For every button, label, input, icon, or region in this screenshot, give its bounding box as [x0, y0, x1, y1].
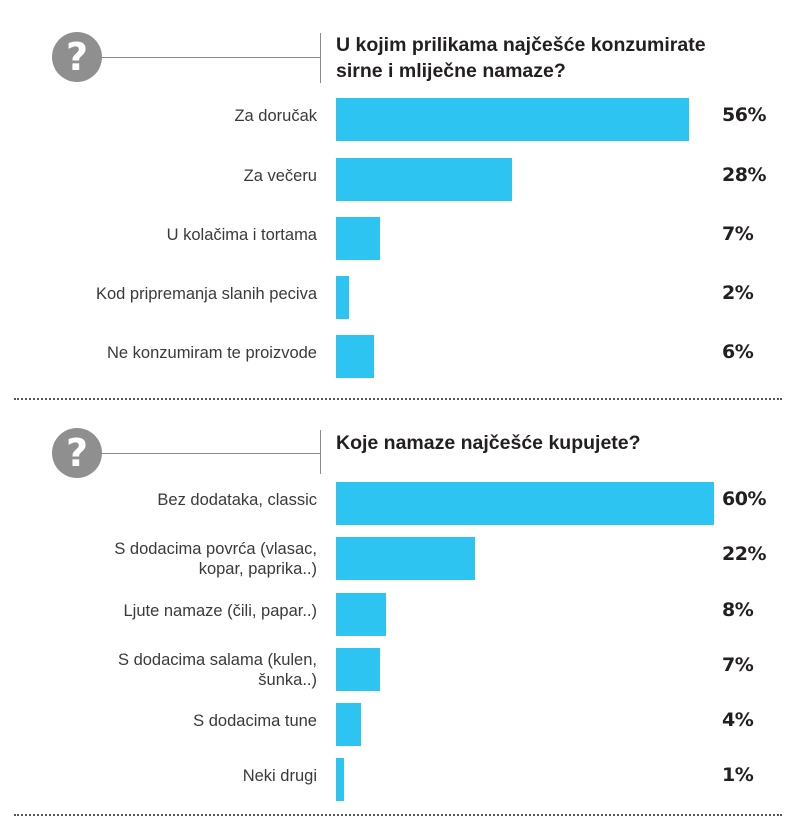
category-label: Ljute namaze (čili, papar..)	[17, 601, 317, 621]
bar	[336, 98, 689, 141]
category-label-line: Bez dodataka, classic	[157, 490, 317, 509]
category-label-line: Ljute namaze (čili, papar..)	[123, 601, 317, 620]
chart-title-line: Koje namaze najčešće kupujete?	[336, 432, 641, 454]
category-label-line: S dodacima tune	[193, 711, 317, 730]
chart-title: Koje namaze najčešće kupujete?	[336, 430, 776, 456]
value-label: 22%	[722, 542, 766, 565]
category-label: Bez dodataka, classic	[17, 490, 317, 510]
category-label: S dodacima povrća (vlasac, kopar, paprika…	[17, 539, 317, 579]
category-label-line: U kolačima i tortama	[166, 225, 317, 244]
dotted-divider	[14, 814, 782, 816]
category-label: S dodacima salama (kulen, šunka..)	[17, 650, 317, 690]
value-label: 6%	[722, 340, 754, 363]
category-label: S dodacima tune	[17, 711, 317, 731]
bar	[336, 482, 714, 525]
category-label: Za večeru	[17, 166, 317, 186]
category-label-line: S dodacima povrća (vlasac,	[114, 539, 317, 558]
value-label: 60%	[722, 487, 766, 510]
bar	[336, 593, 387, 636]
value-label: 28%	[722, 163, 766, 186]
chart-title: U kojim prilikama najčešće konzumirate s…	[336, 32, 776, 84]
category-label: Ne konzumiram te proizvode	[17, 343, 317, 363]
category-label-line: Za večeru	[243, 166, 317, 185]
category-label: U kolačima i tortama	[17, 225, 317, 245]
value-label: 1%	[722, 763, 754, 786]
bar	[336, 335, 374, 378]
category-label-line: Za doručak	[234, 106, 317, 125]
category-label-line: Neki drugi	[242, 766, 317, 785]
question-mark-icon: ?	[52, 428, 102, 478]
header-divider-line	[320, 430, 321, 474]
value-label: 56%	[722, 103, 766, 126]
category-label-line: Ne konzumiram te proizvode	[106, 343, 317, 362]
value-label: 7%	[722, 653, 754, 676]
bar	[336, 158, 513, 201]
value-label: 8%	[722, 598, 754, 621]
category-label-line: S dodacima salama (kulen,	[117, 650, 317, 669]
category-label: Neki drugi	[17, 766, 317, 786]
category-label: Kod pripremanja slanih peciva	[17, 284, 317, 304]
category-label-line: Kod pripremanja slanih peciva	[95, 284, 317, 303]
chart-title-line: sirne i mliječne namaze?	[336, 60, 566, 82]
header-connector-line	[102, 57, 320, 58]
value-label: 2%	[722, 281, 754, 304]
bar	[336, 758, 344, 801]
value-label: 4%	[722, 708, 754, 731]
category-label-line: kopar, paprika..)	[198, 559, 317, 578]
chart-title-line: U kojim prilikama najčešće konzumirate	[336, 34, 706, 56]
bar	[336, 703, 362, 746]
bar	[336, 276, 349, 319]
dotted-divider	[14, 398, 782, 400]
bar	[336, 217, 381, 260]
bar	[336, 648, 381, 691]
header-connector-line	[102, 453, 320, 454]
category-label-line: šunka..)	[258, 670, 317, 689]
category-label: Za doručak	[17, 106, 317, 126]
header-divider-line	[320, 33, 321, 83]
value-label: 7%	[722, 222, 754, 245]
bar	[336, 537, 475, 580]
question-mark-icon: ?	[52, 32, 102, 82]
